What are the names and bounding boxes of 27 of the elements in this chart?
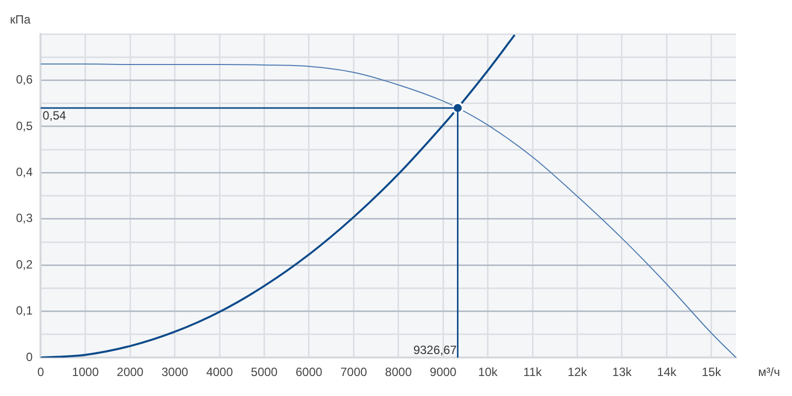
- x-tick-label: 6000: [296, 365, 323, 380]
- x-tick-label: 14k: [657, 365, 678, 380]
- x-tick-label: 13k: [612, 365, 633, 380]
- y-tick-label: 0,2: [16, 257, 33, 272]
- y-tick-label: 0: [26, 350, 33, 364]
- x-tick-label: 3000: [161, 365, 188, 380]
- x-tick-label: 15k: [702, 365, 722, 380]
- x-tick-label: 7000: [340, 365, 368, 380]
- x-tick-label: 9000: [430, 365, 457, 380]
- ref-line-label: 0,54: [42, 108, 66, 122]
- x-tick-label: 0: [37, 365, 44, 380]
- y-tick-label: 0,3: [16, 211, 33, 226]
- y-axis-title: кПа: [10, 12, 31, 26]
- x-tick-label: 11k: [523, 365, 543, 380]
- x-tick-label: 2000: [116, 365, 144, 380]
- x-tick-label: 5000: [250, 365, 278, 380]
- x-tick-label: 12k: [568, 365, 588, 380]
- x-tick-label: 8000: [385, 365, 412, 380]
- y-tick-label: 0,6: [16, 72, 33, 87]
- x-tick-label: 10k: [478, 365, 498, 380]
- x-tick-label: 4000: [206, 365, 234, 380]
- y-tick-label: 0,5: [16, 118, 33, 133]
- ref-line-label: 9326,67: [413, 342, 458, 357]
- y-tick-label: 0,1: [16, 304, 33, 318]
- y-tick-label: 0,4: [16, 165, 33, 179]
- x-tick-label: 1000: [72, 365, 100, 380]
- x-axis-title: м³/ч: [758, 364, 780, 379]
